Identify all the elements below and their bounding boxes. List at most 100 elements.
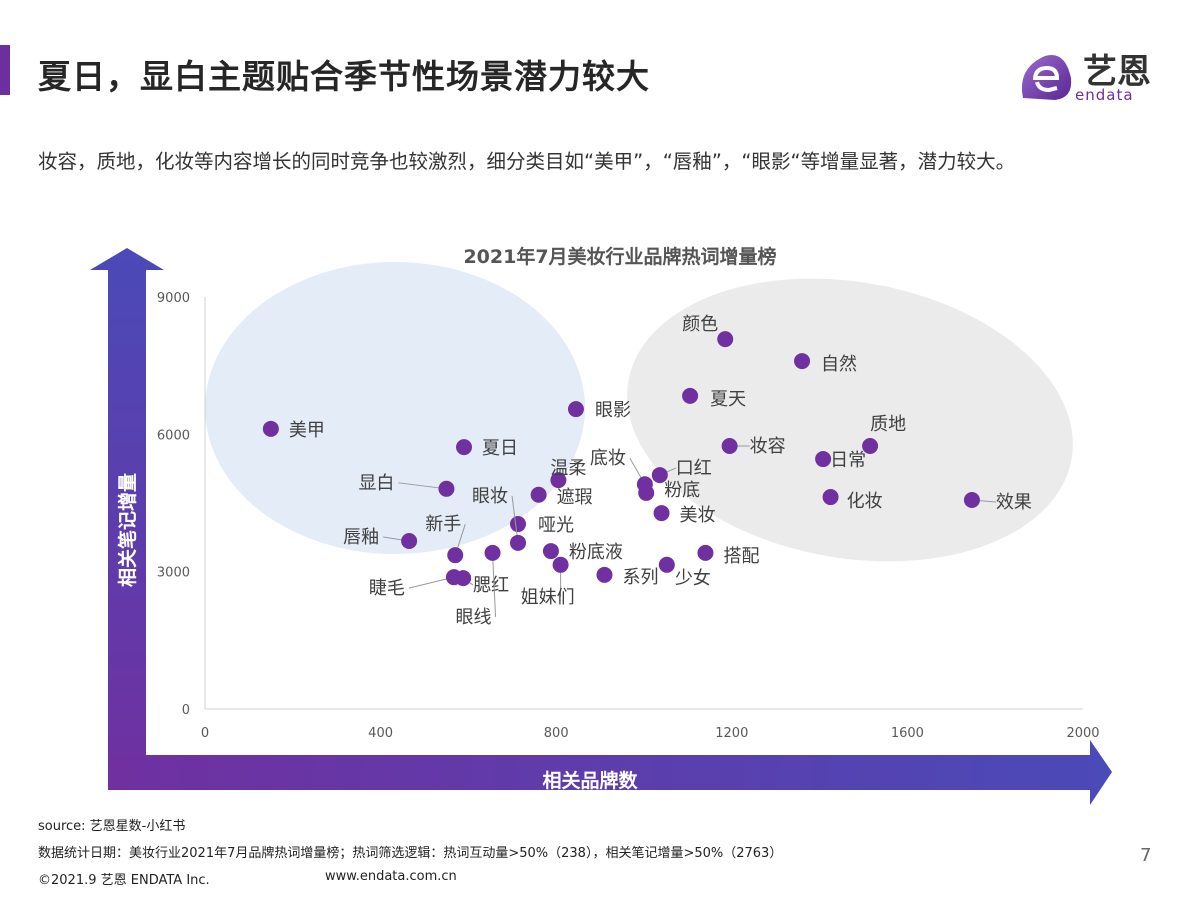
scatter-point (510, 534, 527, 551)
scatter-point (550, 472, 567, 489)
point-label: 美妆 (680, 505, 716, 526)
point-label: 夏天 (710, 389, 746, 410)
leader-line (492, 552, 497, 617)
logo-en-text: endata (1075, 86, 1134, 104)
data-point-美妆: 美妆 (653, 505, 716, 526)
data-note: 数据统计日期：美妆行业2021年7月品牌热词增量榜；热词筛选逻辑：热词互动量>5… (38, 846, 783, 861)
x-axis-label: 相关品牌数 (542, 769, 638, 792)
point-label: 口红 (676, 458, 712, 479)
y-axis-label: 相关笔记增量 (116, 473, 139, 587)
point-label: 哑光 (538, 515, 574, 536)
scatter-point (530, 486, 547, 503)
point-label: 底妆 (590, 448, 626, 469)
x-tick-label: 800 (544, 726, 569, 741)
point-label: 妆容 (750, 436, 786, 457)
data-point-姐妹们: 姐妹们 (521, 556, 575, 608)
scatter-point (682, 387, 699, 404)
scatter-point (794, 353, 811, 370)
scatter-point (717, 331, 734, 348)
data-point-夏日: 夏日 (456, 438, 518, 459)
x-tick-label: 400 (368, 726, 393, 741)
point-label: 温柔 (550, 458, 586, 479)
scatter-point (455, 570, 472, 587)
x-tick-label: 0 (201, 726, 209, 741)
data-point-效果: 效果 (963, 492, 1032, 513)
data-point-眼线: 眼线 (456, 544, 501, 628)
scatter-point (438, 480, 455, 497)
x-tick-label: 1200 (715, 726, 748, 741)
point-label: 睫毛 (369, 578, 405, 599)
page-title: 夏日，显白主题贴合季节性场景潜力较大 (38, 57, 650, 96)
scatter-point (963, 492, 980, 509)
scatter-point (542, 543, 559, 560)
data-point-搭配: 搭配 (697, 544, 759, 567)
data-point-质地: 质地 (862, 414, 906, 455)
point-label: 显白 (358, 473, 394, 494)
data-point-少女: 少女 (658, 556, 711, 589)
scatter-point (721, 438, 738, 455)
point-label: 化妆 (847, 491, 883, 512)
point-label: 系列 (622, 567, 658, 588)
scatter-point (484, 544, 501, 561)
scatter-point (862, 438, 879, 455)
scatter-point (651, 467, 668, 484)
chart-title: 2021年7月美妆行业品牌热词增量榜 (463, 246, 777, 268)
endata-logo: 艺恩 endata (1015, 48, 1165, 108)
subtitle: 妆容，质地，化妆等内容增长的同时竞争也较激烈，细分类目如“美甲”，“唇釉”，“眼… (38, 150, 1016, 173)
data-point-眼妆: 眼妆 (472, 486, 527, 551)
point-label: 夏日 (482, 438, 518, 459)
point-label: 颜色 (682, 314, 718, 335)
point-label: 日常 (830, 450, 866, 471)
title-accent-bar (0, 45, 10, 95)
data-point-睫毛: 睫毛 (369, 569, 462, 599)
data-point-日常: 日常 (815, 450, 866, 471)
data-point-眼影: 眼影 (567, 400, 631, 421)
point-label: 粉底液 (569, 542, 623, 563)
right-cluster-ellipse (627, 278, 1073, 562)
point-label: 美甲 (289, 420, 325, 441)
scatter-point (262, 420, 279, 437)
point-label: 唇釉 (343, 527, 379, 548)
scatter-point (815, 451, 832, 468)
point-label: 自然 (821, 354, 857, 375)
point-label: 质地 (870, 414, 906, 435)
data-point-妆容: 妆容 (721, 436, 786, 457)
data-point-新手: 新手 (425, 514, 466, 564)
data-point-化妆: 化妆 (822, 489, 883, 512)
scatter-point (822, 489, 839, 506)
data-point-口红: 口红 (651, 458, 712, 484)
y-tick-label: 9000 (157, 291, 190, 306)
point-label: 效果 (996, 492, 1032, 513)
data-point-唇釉: 唇釉 (343, 527, 418, 549)
x-tick-label: 1600 (891, 726, 924, 741)
data-point-颜色: 颜色 (682, 314, 734, 348)
data-point-美甲: 美甲 (262, 420, 325, 441)
x-tick-label: 2000 (1066, 726, 1099, 741)
data-point-粉底液: 粉底液 (542, 542, 623, 563)
point-label: 少女 (675, 568, 711, 589)
y-tick-label: 0 (182, 703, 190, 718)
point-label: 粉底 (664, 480, 700, 501)
logo-cn-text: 艺恩 (1083, 52, 1151, 92)
scatter-point (596, 566, 613, 583)
data-point-温柔: 温柔 (550, 458, 586, 489)
point-label: 眼妆 (472, 486, 508, 507)
point-label: 眼影 (595, 400, 631, 421)
scatter-point (456, 439, 473, 456)
scatter-point (653, 505, 670, 522)
data-point-粉底: 粉底 (638, 480, 700, 501)
point-label: 遮瑕 (557, 487, 593, 508)
point-label: 新手 (425, 514, 461, 535)
data-point-哑光: 哑光 (510, 515, 574, 536)
page-number: 7 (1140, 845, 1152, 866)
y-axis-arrow (90, 248, 164, 790)
website-link[interactable]: www.endata.com.cn (325, 869, 457, 884)
data-point-系列: 系列 (596, 566, 658, 588)
scatter-point (567, 401, 584, 418)
scatter-point (510, 516, 527, 533)
data-point-遮瑕: 遮瑕 (530, 486, 593, 508)
data-point-腮红: 腮红 (455, 570, 509, 596)
x-axis-arrow (108, 740, 1112, 805)
data-point-显白: 显白 (358, 473, 455, 497)
point-label: 搭配 (723, 546, 759, 567)
